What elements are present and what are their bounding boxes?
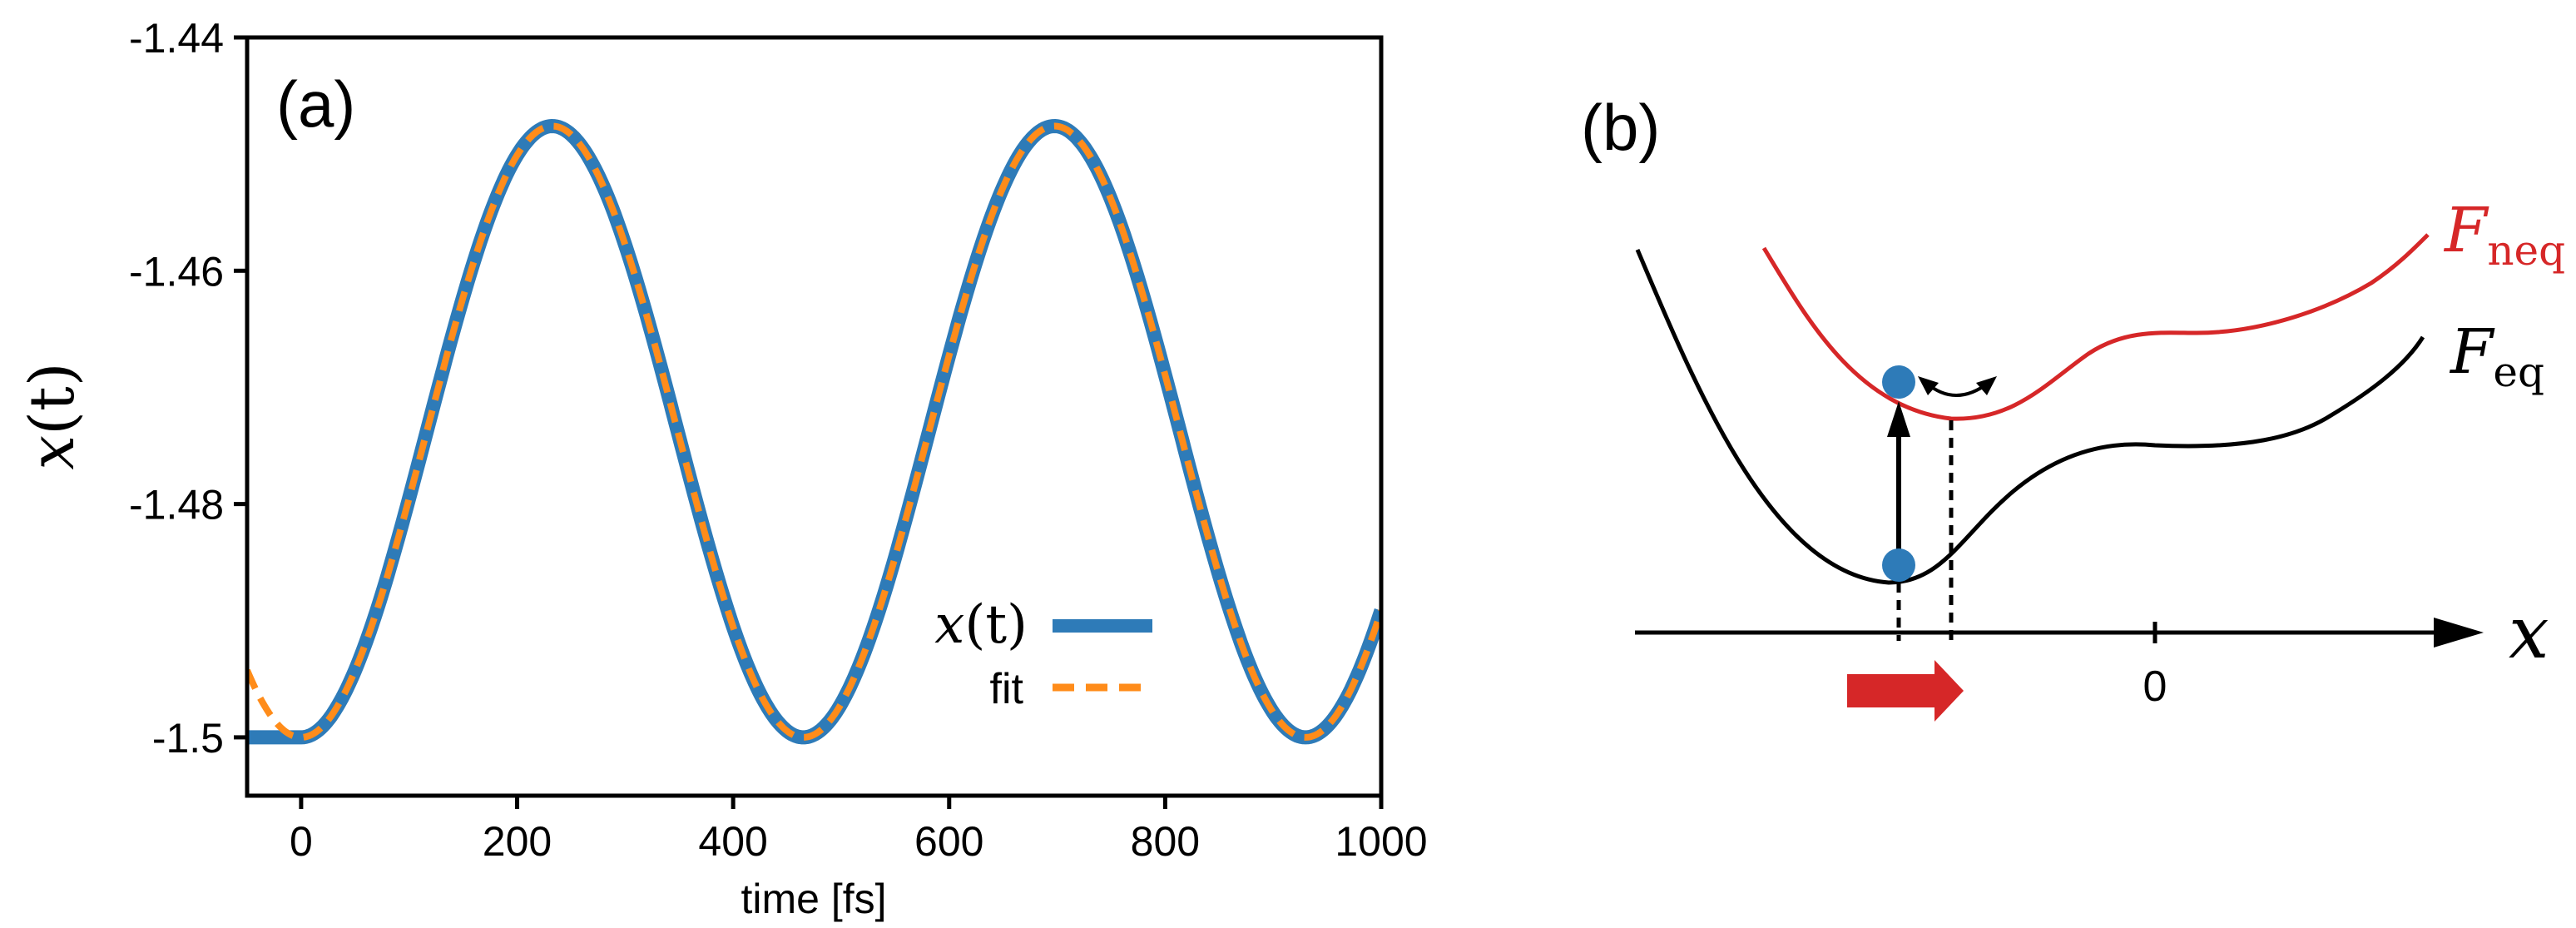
panel-a-xlabel: time [fs] (741, 876, 886, 922)
ylabel-var: x (17, 435, 88, 470)
panel-b-schematic: (b) x 0 Fneq Feq (1581, 91, 2565, 722)
x-tick-label: 800 (1131, 818, 1200, 865)
legend-label-fit: fit (990, 665, 1024, 713)
x-tick-label: 200 (483, 818, 552, 865)
oscillation-arrowhead-left-icon (1918, 376, 1939, 395)
oscillation-arrowhead-right-icon (1976, 376, 1997, 395)
x-tick-label: 1000 (1335, 818, 1427, 865)
x-tick-label: 0 (290, 818, 313, 865)
panel-a-legend: x(t) fit (934, 594, 1152, 713)
panel-b-zero-label: 0 (2143, 663, 2167, 711)
curve-f-neq (1761, 233, 2430, 421)
y-tick-label: -1.46 (129, 248, 224, 295)
x-tick-label: 400 (698, 818, 767, 865)
y-tick-label: -1.48 (129, 482, 224, 529)
y-tick-label: -1.44 (129, 15, 224, 62)
panel-a-frame (245, 35, 1384, 798)
x-axis-arrowhead-icon (2434, 618, 2484, 648)
label-f-eq: Feq (2449, 316, 2544, 396)
particle-upper (1882, 365, 1915, 399)
x-tick-label: 600 (914, 818, 983, 865)
panel-a-label: (a) (276, 67, 355, 141)
label-f-neq: Fneq (2443, 195, 2565, 275)
particle-lower (1882, 548, 1915, 582)
panel-a-plot: -1.44 -1.46 -1.48 -1.5 0 200 400 600 800 1000 (a… (17, 15, 1428, 922)
ylabel-arg: (t) (17, 362, 88, 434)
shift-right-arrow-icon (1847, 660, 1964, 722)
panel-b-label: (b) (1581, 91, 1660, 164)
excitation-arrowhead-icon (1887, 401, 1910, 437)
series-fit-line (247, 122, 1381, 741)
panel-a-ylabel: x(t) (17, 362, 88, 469)
svg-text:x(t): x(t) (17, 362, 88, 469)
series-x-t-line (247, 119, 1381, 745)
legend-label-x: x(t) (934, 594, 1028, 656)
y-tick-label: -1.5 (152, 715, 224, 762)
curve-f-eq (1635, 249, 2425, 585)
panel-b-axis-label: x (2509, 592, 2549, 675)
